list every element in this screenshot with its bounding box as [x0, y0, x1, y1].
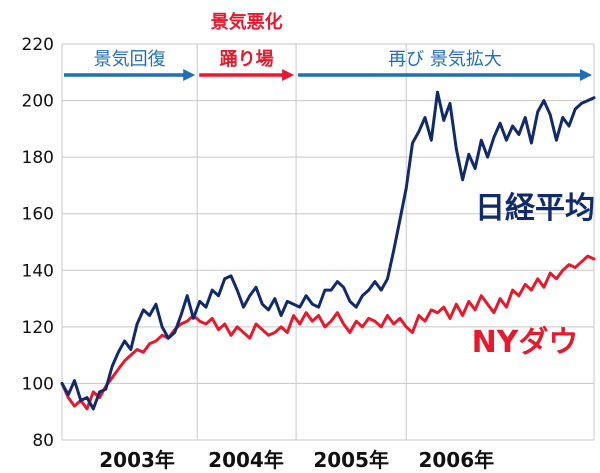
series-labels: 日経平均 NYダウ [472, 191, 595, 360]
x-tick-label: 2006年 [418, 448, 494, 472]
y-tick-label: 180 [22, 148, 54, 168]
phase-label-secondary: 踊り場 [220, 49, 274, 70]
phase-arrowhead [183, 69, 196, 81]
y-tick-label: 200 [22, 92, 54, 112]
phase-label: 再び 景気拡大 [388, 49, 502, 70]
phase-label: 景気回復 [94, 49, 166, 70]
phase-label: 景気悪化 [211, 11, 283, 33]
x-axis-ticks: 2003年 2004年 2005年 2006年 [99, 448, 494, 472]
series-lines [60, 90, 596, 411]
x-tick-label: 2004年 [208, 448, 284, 472]
series-line-nydow [60, 254, 596, 411]
y-tick-label: 220 [22, 35, 54, 55]
y-tick-label: 160 [22, 205, 54, 225]
x-tick-label: 2005年 [313, 448, 389, 472]
y-axis-ticks: 80 100 120 140 160 180 200 220 [22, 35, 54, 451]
phase-arrowhead [580, 69, 592, 81]
y-tick-label: 80 [32, 431, 54, 451]
x-tick-label: 2003年 [99, 448, 175, 472]
phase-arrowhead [282, 69, 295, 81]
grid-lines [61, 43, 595, 441]
series-label-nydow: NYダウ [472, 325, 579, 360]
y-tick-label: 120 [22, 318, 54, 338]
series-label-nikkei: 日経平均 [475, 191, 595, 226]
series-line-nikkei [60, 90, 596, 411]
y-tick-label: 140 [22, 261, 54, 281]
y-tick-label: 100 [22, 374, 54, 394]
